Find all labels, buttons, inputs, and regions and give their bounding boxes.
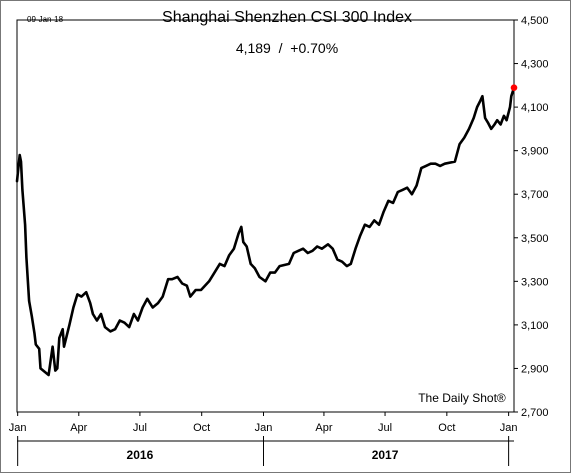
x-tick-label: Oct [193,422,210,434]
y-tick-label: 3,900 [521,146,549,158]
date-stamp: 09-Jan-18 [27,15,64,24]
y-tick-label: 4,300 [521,59,549,71]
x-tick-label: Jul [378,422,392,434]
x-tick-label: Jan [9,422,27,434]
x-tick-label: Apr [70,422,87,434]
y-tick-label: 3,300 [521,276,549,288]
y-tick-label: 3,100 [521,320,549,332]
plot-frame [16,19,515,413]
x-tick-label: Jan [500,422,518,434]
year-label: 2017 [372,448,399,462]
year-axis: 2016 2017 [17,436,510,466]
y-axis: 2,700 2,900 3,100 3,300 3,500 3,700 3,900 4,100… [514,15,549,419]
y-tick-label: 4,500 [521,15,549,27]
y-tick-label: 3,500 [521,233,549,245]
x-tick-label: Apr [315,422,332,434]
y-tick-label: 2,700 [521,407,549,419]
chart-credit: The Daily Shot® [418,391,506,405]
chart-subtitle: 4,189 / +0.70% [236,40,338,56]
x-tick-label: Jan [255,422,273,434]
year-label: 2016 [127,448,154,462]
series-line-csi300 [15,86,516,377]
y-tick-label: 4,100 [521,102,549,114]
x-axis: Jan Apr Jul Oct Jan Apr Jul Oct Jan [9,412,518,434]
chart-title: Shanghai Shenzhen CSI 300 Index [162,9,412,26]
last-value-marker [510,84,518,92]
x-tick-label: Jul [133,422,147,434]
y-tick-label: 2,900 [521,363,549,375]
x-tick-label: Oct [438,422,455,434]
y-tick-label: 3,700 [521,189,549,201]
